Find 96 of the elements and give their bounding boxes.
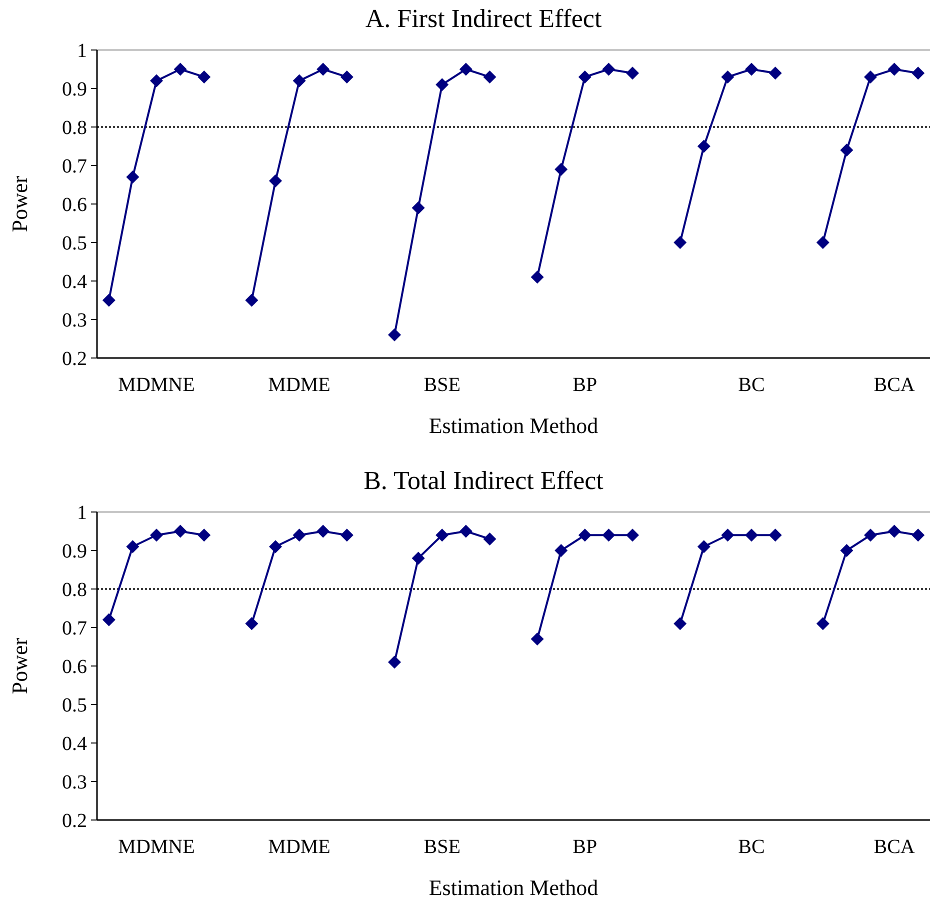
point (530, 632, 544, 646)
point (436, 78, 449, 92)
point (697, 140, 710, 153)
y-tick-label: 0.6 (62, 656, 87, 678)
x-tick-label: BC (738, 836, 765, 858)
point (198, 528, 211, 542)
point (483, 70, 496, 84)
point (912, 66, 925, 80)
point (340, 528, 354, 542)
point (316, 524, 330, 538)
y-tick-label: 0.5 (62, 694, 87, 716)
point (840, 144, 854, 157)
x-tick-label: BP (572, 374, 598, 396)
point (554, 544, 568, 557)
point (602, 62, 616, 76)
point (150, 528, 163, 542)
point (721, 70, 734, 84)
x-axis-title: Estimation Method (428, 413, 598, 438)
x-tick-label: BCA (874, 374, 916, 396)
point (245, 294, 258, 307)
y-tick-label: 0.9 (62, 540, 87, 562)
x-tick-label: BC (738, 374, 765, 396)
point (340, 70, 354, 84)
y-tick-label: 0.4 (62, 271, 87, 293)
point (483, 532, 496, 546)
point (269, 540, 282, 554)
point (412, 201, 425, 214)
y-tick-label: 0.2 (62, 348, 87, 370)
point (126, 540, 140, 554)
y-tick-label: 0.3 (62, 310, 87, 332)
point (721, 528, 734, 542)
point (530, 270, 544, 284)
point (888, 524, 901, 538)
point (745, 62, 758, 76)
x-tick-label: BSE (424, 374, 460, 396)
point (554, 162, 568, 176)
point (578, 528, 592, 542)
x-tick-label: BCA (874, 836, 916, 858)
y-tick-label: 1 (77, 502, 87, 524)
point (412, 552, 425, 565)
point (912, 528, 925, 542)
point (626, 66, 639, 80)
point (198, 70, 211, 84)
y-tick-label: 0.2 (62, 810, 87, 832)
x-tick-label: BSE (424, 836, 460, 858)
point (888, 62, 901, 76)
y-tick-label: 0.9 (62, 78, 87, 100)
point (864, 528, 877, 542)
y-tick-label: 0.5 (62, 232, 87, 254)
point (864, 70, 877, 84)
point (388, 328, 401, 342)
x-tick-label: MDME (268, 374, 330, 396)
point (126, 170, 140, 184)
point (768, 66, 782, 80)
point (174, 62, 187, 76)
x-tick-label: MDME (268, 836, 330, 858)
point (269, 174, 282, 188)
point (602, 528, 616, 542)
point (436, 528, 449, 542)
x-tick-label: BP (572, 836, 598, 858)
point (388, 656, 401, 669)
y-axis-title: Power (7, 175, 32, 232)
y-tick-label: 0.6 (62, 194, 87, 216)
y-tick-label: 0.4 (62, 733, 87, 755)
point (150, 74, 163, 88)
point (102, 613, 116, 626)
point (459, 62, 472, 76)
y-tick-label: 0.3 (62, 772, 87, 794)
point (292, 74, 306, 88)
point (626, 528, 639, 542)
point (316, 62, 330, 76)
point (245, 617, 258, 630)
point (578, 70, 592, 84)
point (697, 540, 710, 554)
point (674, 617, 687, 630)
y-tick-label: 0.8 (62, 117, 87, 139)
chart-title: A. First Indirect Effect (365, 4, 602, 33)
point (174, 524, 187, 538)
point (840, 544, 854, 557)
y-tick-label: 0.7 (62, 618, 87, 640)
y-tick-label: 0.7 (62, 156, 87, 178)
chart-title: B. Total Indirect Effect (364, 466, 604, 495)
x-tick-label: MDMNE (118, 836, 195, 858)
y-tick-label: 0.8 (62, 579, 87, 601)
y-tick-label: 1 (77, 40, 87, 62)
point (816, 617, 830, 630)
point (674, 236, 687, 249)
point (768, 528, 782, 542)
y-axis-title: Power (7, 637, 32, 694)
x-tick-label: MDMNE (118, 374, 195, 396)
point (816, 236, 830, 249)
x-axis-title: Estimation Method (428, 875, 598, 900)
point (745, 528, 758, 542)
point (102, 294, 116, 307)
point (459, 524, 472, 538)
point (292, 528, 306, 542)
